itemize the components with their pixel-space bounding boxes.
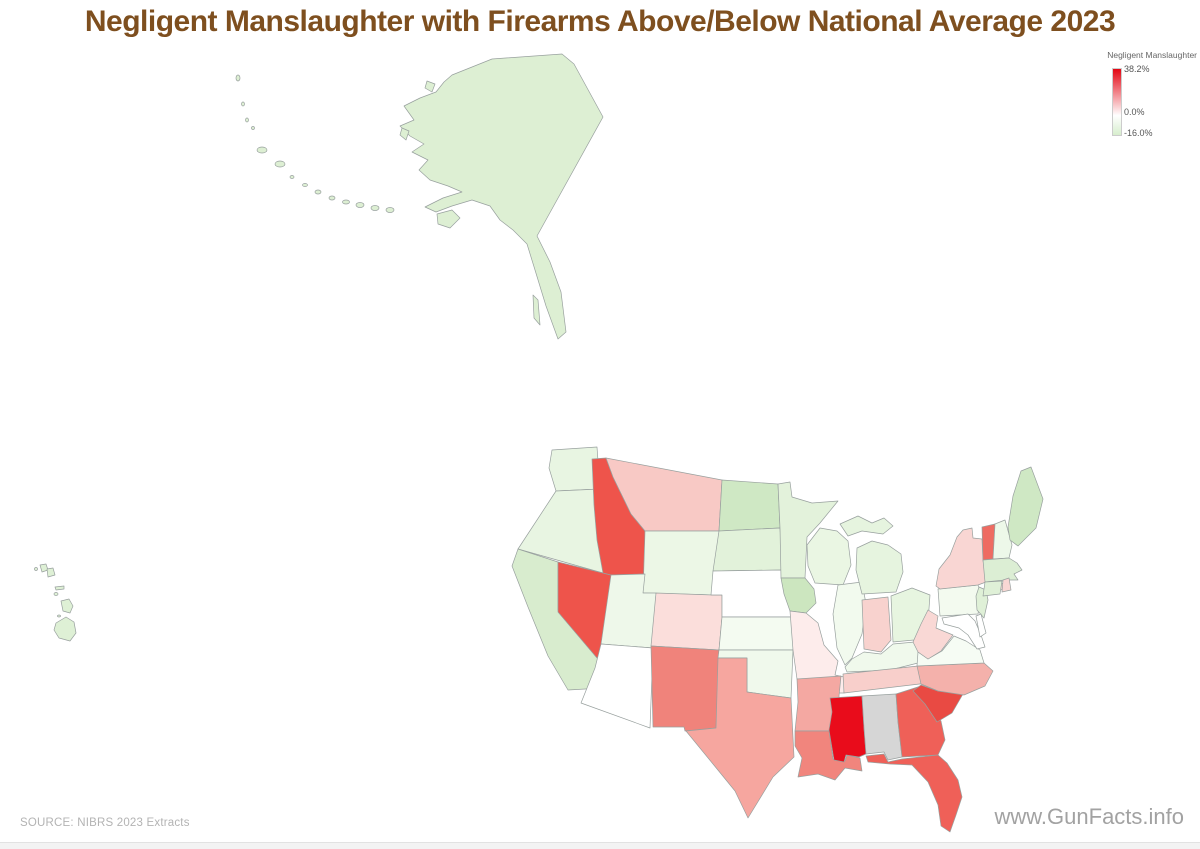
watermark-link[interactable]: www.GunFacts.info <box>994 804 1184 829</box>
source-note: SOURCE: NIBRS 2023 Extracts <box>20 817 190 829</box>
st-matthew-island <box>399 127 410 141</box>
legend-gradient-bar <box>1112 68 1122 136</box>
state-mi[interactable] <box>839 515 904 595</box>
state-pa[interactable] <box>937 584 982 617</box>
state-nc[interactable] <box>916 662 994 696</box>
legend-title: Negligent Manslaughter <box>1107 50 1197 60</box>
aleutian-islands <box>235 74 395 213</box>
st-lawrence-island <box>424 80 436 93</box>
legend-zero-label: 0.0% <box>1124 107 1145 117</box>
big-island <box>53 616 77 642</box>
state-az[interactable] <box>580 643 654 729</box>
state-de[interactable] <box>975 613 987 638</box>
lanai <box>53 592 59 596</box>
footer-strip <box>0 842 1200 849</box>
state-ia[interactable] <box>780 577 817 614</box>
niihau <box>34 567 38 571</box>
molokai <box>54 585 65 591</box>
state-wv[interactable] <box>912 609 954 660</box>
kauai <box>39 563 49 573</box>
state-ks[interactable] <box>718 616 796 651</box>
legend-max-label: 38.2% <box>1124 64 1150 74</box>
state-nm[interactable] <box>650 645 720 732</box>
state-md[interactable] <box>941 613 986 650</box>
oahu <box>46 567 56 578</box>
color-legend: Negligent Manslaughter 38.2% 0.0% -16.0% <box>1099 50 1197 145</box>
state-me[interactable] <box>1007 466 1044 547</box>
state-ct[interactable] <box>982 580 1003 597</box>
maui <box>60 598 74 614</box>
state-al[interactable] <box>861 693 903 761</box>
state-tx[interactable] <box>685 657 795 819</box>
panhandle-island <box>532 294 541 326</box>
state-sd[interactable] <box>712 527 784 572</box>
page-title: Negligent Manslaughter with Firearms Abo… <box>84 5 1116 38</box>
state-nd[interactable] <box>718 479 781 532</box>
legend-min-label: -16.0% <box>1124 128 1153 138</box>
state-ma[interactable] <box>982 557 1023 583</box>
kodiak-island <box>436 209 461 229</box>
state-co[interactable] <box>650 592 723 651</box>
state-wi[interactable] <box>806 527 852 586</box>
state-in[interactable] <box>861 596 892 653</box>
state-ak[interactable] <box>235 53 604 340</box>
state-mn[interactable] <box>777 481 839 579</box>
kahoolawe <box>57 614 61 618</box>
state-nh[interactable] <box>992 519 1013 560</box>
state-ms[interactable] <box>828 695 867 763</box>
state-hi[interactable] <box>34 563 77 642</box>
state-il[interactable] <box>832 581 867 666</box>
state-ri[interactable] <box>1001 577 1012 593</box>
state-wy[interactable] <box>642 530 720 596</box>
state-fl[interactable] <box>865 753 963 833</box>
